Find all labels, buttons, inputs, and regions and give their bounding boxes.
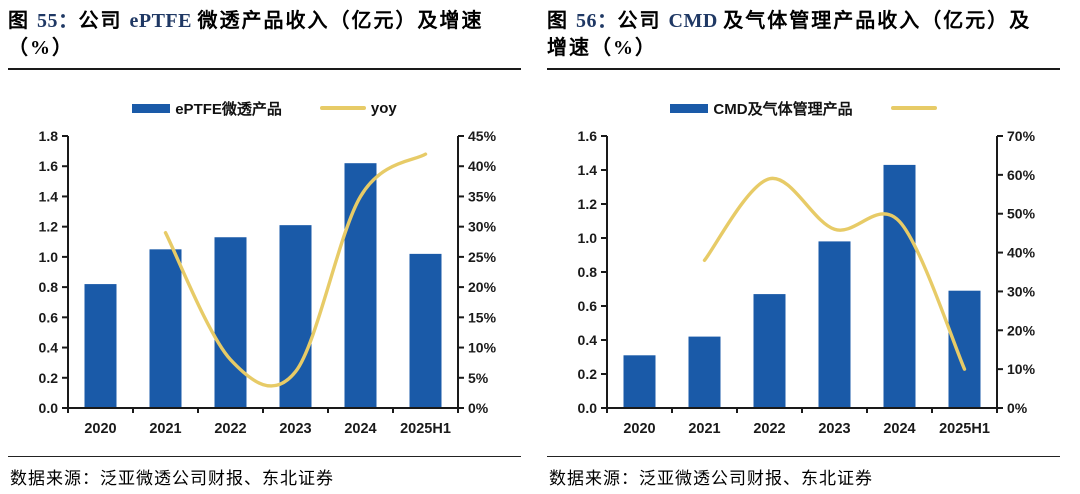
yoy-line [702,177,967,371]
figure-56: 图 56：公司 CMD 及气体管理产品收入（亿元）及 增速（%） CMD及气体管… [547,6,1060,489]
figure-56-legend: CMD及气体管理产品 [547,98,1060,118]
legend-item-line [890,106,937,110]
left-axis-tick-label: 1.2 [39,219,59,235]
right-axis-tick-label: 10% [468,340,497,356]
x-axis-label: 2021 [688,421,720,437]
figure-55-source: 数据来源：泛亚微透公司财报、东北证券 [8,456,521,489]
right-axis-tick-label: 10% [1007,361,1036,377]
legend-bar-swatch [132,103,171,113]
right-axis-tick-label: 50% [1007,206,1036,222]
x-axis-label: 2025H1 [939,421,990,437]
x-axis-label: 2024 [344,421,376,437]
left-axis-tick-label: 0.2 [39,370,59,386]
x-axis-label: 2025H1 [400,421,451,437]
revenue-bar-2025H1 [409,253,442,408]
left-axis-tick-label: 0.6 [578,298,598,314]
legend-bar-swatch [670,103,709,113]
revenue-bar-2020 [84,284,117,408]
left-axis-tick-label: 0.0 [578,400,598,416]
yoy-line [163,152,428,388]
source-note: 数据来源：泛亚微透公司财报、东北证券 [549,469,873,488]
axes [601,135,1003,413]
x-axis-label: 2020 [84,421,116,437]
x-axis-label: 2021 [149,421,181,437]
left-axis-tick-label: 1.4 [578,162,598,178]
legend-item-bar: ePTFE微透产品 [132,98,282,119]
left-axis-tick-label: 1.2 [578,196,598,212]
right-axis-tick-label: 60% [1007,167,1036,183]
revenue-bar-2024 [344,163,377,408]
legend-item-bar: CMD及气体管理产品 [670,98,853,119]
left-axis-tick-label: 1.4 [39,188,59,204]
left-axis-tick-label: 0.2 [578,366,598,382]
figure-55: 图 55：公司 ePTFE 微透产品收入（亿元）及增速 （%） ePTFE微透产… [8,6,521,489]
legend-line-swatch [319,106,366,110]
right-axis-tick-label: 0% [1007,400,1028,416]
right-axis-tick-label: 40% [468,158,497,174]
left-axis-tick-label: 0.4 [578,332,598,348]
legend-label: ePTFE微透产品 [175,100,282,118]
figure-56-source: 数据来源：泛亚微透公司财报、东北证券 [547,456,1060,489]
right-axis-tick-label: 0% [468,400,489,416]
legend-label: CMD及气体管理产品 [713,100,853,118]
right-axis-tick-label: 30% [1007,283,1036,299]
revenue-bar-2023 [279,225,312,408]
left-axis-tick-label: 0.8 [578,264,598,280]
left-axis-tick-label: 0.6 [39,309,59,325]
right-axis-tick-label: 25% [468,249,497,265]
revenue-bar-2022 [753,294,786,408]
revenue-bar-2021 [688,336,721,408]
revenue-bar-2023 [818,241,851,408]
x-axis-label: 2023 [279,421,311,437]
left-axis-tick-label: 1.6 [39,158,59,174]
figure-55-title: 图 55：公司 ePTFE 微透产品收入（亿元）及增速 （%） [8,6,521,70]
right-axis-tick-label: 70% [1007,128,1036,144]
right-axis-tick-label: 35% [468,188,497,204]
left-axis-tick-label: 0.0 [39,400,59,416]
left-axis-tick-label: 0.4 [39,340,59,356]
left-axis-tick-label: 1.6 [578,128,598,144]
revenue-bar-2025H1 [948,290,981,408]
x-axis-label: 2024 [883,421,915,437]
right-axis-tick-label: 30% [468,219,497,235]
axes [62,135,464,413]
figure-56-chart: 0.0 0.2 0.4 0.6 0.8 1.0 1.2 1.4 1.6 0% 10% 20% 30% 40… [578,128,1036,437]
right-axis-tick-label: 40% [1007,245,1036,261]
left-axis-tick-label: 0.8 [39,279,59,295]
x-axis-label: 2022 [753,421,785,437]
x-axis-label: 2023 [818,421,850,437]
left-axis-tick-label: 1.0 [39,249,59,265]
source-note: 数据来源：泛亚微透公司财报、东北证券 [10,469,334,488]
right-axis-tick-label: 5% [468,370,489,386]
right-axis-tick-label: 15% [468,309,497,325]
legend-item-line: yoy [319,99,397,117]
revenue-bar-2020 [623,355,656,408]
x-axis-label: 2022 [214,421,246,437]
figure-55-chart: 0.0 0.2 0.4 0.6 0.8 1.0 1.2 1.4 1.6 1.8 0% 5% 10% 15%… [39,128,497,437]
right-axis-tick-label: 20% [1007,322,1036,338]
figure-55-legend: ePTFE微透产品 yoy [8,98,521,118]
legend-line-swatch [890,106,937,110]
figure-56-title: 图 56：公司 CMD 及气体管理产品收入（亿元）及 增速（%） [547,6,1060,70]
revenue-bar-2021 [149,249,182,408]
right-axis-tick-label: 45% [468,128,497,144]
revenue-bar-2024 [883,164,916,408]
left-axis-tick-label: 1.8 [39,128,59,144]
revenue-bar-2022 [214,237,247,408]
x-axis-label: 2020 [623,421,655,437]
right-axis-tick-label: 20% [468,279,497,295]
left-axis-tick-label: 1.0 [578,230,598,246]
legend-label: yoy [370,99,397,117]
